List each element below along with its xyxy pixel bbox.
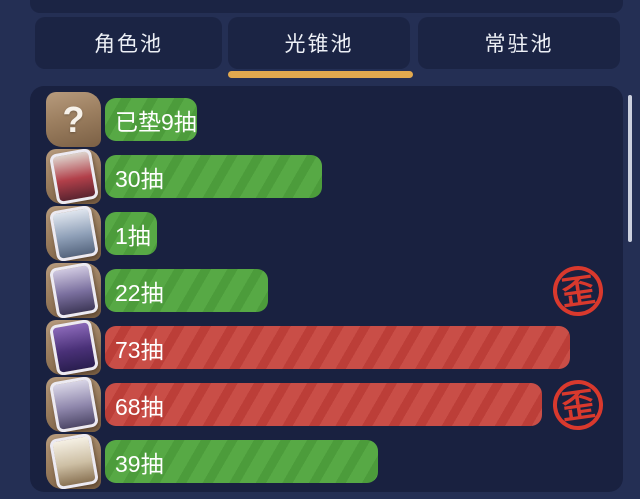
- pull-record-row: 68抽 歪: [30, 376, 623, 433]
- pull-count-label: 1抽: [115, 222, 151, 249]
- pull-count-bar: 39抽: [105, 440, 378, 483]
- lightcone-card-thumbnail: [48, 149, 99, 204]
- pull-history-panel: ? 已垫9抽 30抽 1抽 22抽: [30, 86, 623, 492]
- lightcone-card-thumbnail: [48, 377, 99, 432]
- pull-count-label: 39抽: [115, 450, 164, 477]
- question-mark-icon: ?: [62, 98, 85, 140]
- pull-count-bar: 68抽: [105, 383, 542, 426]
- item-avatar[interactable]: [46, 263, 101, 318]
- previous-panel-bottom-edge: [30, 0, 623, 13]
- pull-record-row: 22抽 歪: [30, 262, 623, 319]
- item-avatar[interactable]: [46, 377, 101, 432]
- item-avatar[interactable]: ?: [46, 92, 101, 147]
- lightcone-card-thumbnail: [48, 206, 99, 261]
- pull-count-bar: 已垫9抽: [105, 98, 197, 141]
- lightcone-card-thumbnail: [48, 434, 99, 489]
- pull-count-label: 22抽: [115, 279, 164, 306]
- off-banner-stamp-glyph: 歪: [559, 269, 597, 312]
- item-avatar[interactable]: [46, 149, 101, 204]
- tab-character-pool[interactable]: 角色池: [35, 17, 222, 69]
- active-tab-underline: [228, 71, 413, 78]
- pull-count-bar: 30抽: [105, 155, 322, 198]
- pull-record-row: 73抽: [30, 319, 623, 376]
- item-avatar[interactable]: [46, 320, 101, 375]
- lightcone-card-thumbnail: [48, 320, 99, 375]
- tab-lightcone-pool[interactable]: 光锥池: [228, 17, 410, 69]
- pull-record-row: 30抽: [30, 148, 623, 205]
- scrollbar-thumb[interactable]: [628, 95, 632, 242]
- tab-lightcone-pool-label: 光锥池: [284, 33, 354, 56]
- pull-count-label: 30抽: [115, 165, 164, 192]
- tab-character-pool-label: 角色池: [94, 33, 163, 56]
- pull-record-row: ? 已垫9抽: [30, 91, 623, 148]
- pull-record-row: 1抽: [30, 205, 623, 262]
- lightcone-card-thumbnail: [48, 263, 99, 318]
- tab-standard-pool-label: 常驻池: [484, 33, 554, 56]
- pull-count-bar: 22抽: [105, 269, 268, 312]
- item-avatar[interactable]: [46, 434, 101, 489]
- off-banner-stamp-icon: 歪: [549, 262, 607, 319]
- pull-count-label: 73抽: [115, 336, 164, 363]
- off-banner-stamp-icon: 歪: [549, 376, 607, 433]
- pull-count-label: 已垫9抽: [115, 108, 197, 135]
- pull-record-row: 39抽: [30, 433, 623, 490]
- pull-count-label: 68抽: [115, 393, 164, 420]
- off-banner-stamp-glyph: 歪: [559, 383, 597, 426]
- pull-count-bar: 73抽: [105, 326, 570, 369]
- item-avatar[interactable]: [46, 206, 101, 261]
- pull-count-bar: 1抽: [105, 212, 157, 255]
- tab-standard-pool[interactable]: 常驻池: [418, 17, 620, 69]
